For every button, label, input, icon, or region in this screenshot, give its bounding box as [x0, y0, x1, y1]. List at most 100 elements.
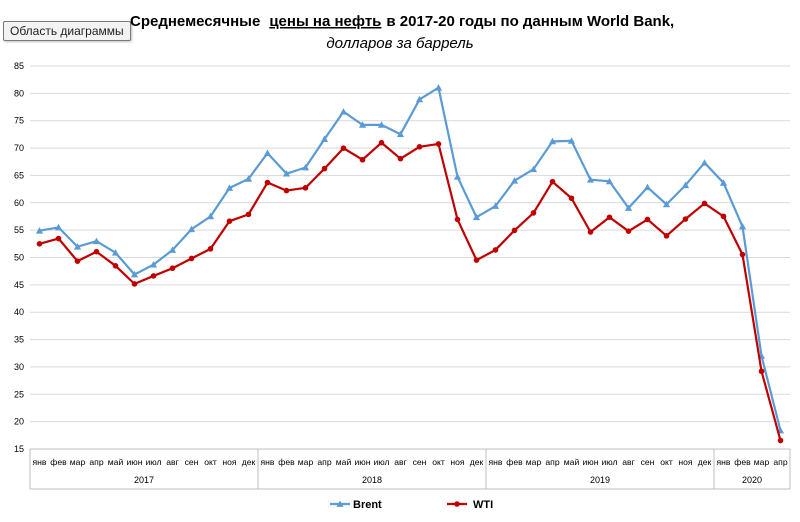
- x-tick-label: июл: [373, 457, 389, 467]
- data-point-brent: [301, 163, 310, 171]
- x-tick-label: мар: [70, 457, 86, 467]
- data-point-brent: [719, 179, 728, 186]
- data-point-wti: [625, 228, 632, 234]
- data-point-wti: [549, 178, 556, 185]
- data-point-brent: [187, 225, 196, 233]
- chart-area-label[interactable]: Область диаграммы: [3, 21, 131, 41]
- data-point-wti: [207, 246, 214, 252]
- data-point-wti: [359, 156, 366, 163]
- data-point-brent: [567, 137, 576, 144]
- data-point-brent: [244, 175, 253, 182]
- x-tick-label: дек: [242, 457, 256, 467]
- x-tick-label: апр: [317, 457, 331, 467]
- data-point-wti: [454, 216, 461, 223]
- data-point-wti: [511, 227, 518, 234]
- data-point-wti: [188, 255, 195, 262]
- data-point-brent: [168, 246, 177, 253]
- x-tick-label: сен: [185, 457, 199, 467]
- data-point-brent: [700, 159, 709, 166]
- y-tick-label: 75: [14, 116, 24, 126]
- data-point-wti: [169, 265, 176, 272]
- data-point-wti: [682, 216, 689, 222]
- x-tick-label: фев: [278, 457, 295, 467]
- x-tick-label: фев: [506, 457, 523, 467]
- data-point-wti: [701, 200, 708, 207]
- gridlines: [30, 65, 790, 450]
- y-tick-label: 85: [14, 61, 24, 71]
- data-point-wti: [150, 273, 157, 279]
- x-tick-label: авг: [622, 457, 634, 467]
- x-tick-label: июн: [127, 457, 143, 467]
- x-tick-label: авг: [394, 457, 406, 467]
- chart-title-part3: в 2017-20 годы по данным World Bank,: [386, 13, 674, 30]
- x-tick-label: дек: [470, 457, 484, 467]
- chart-title: Среднемесячные цены на нефть в 2017-20 год…: [130, 13, 674, 30]
- y-tick-label: 30: [14, 362, 24, 372]
- x-tick-label: сен: [641, 457, 655, 467]
- legend-label-wti: WTI: [473, 499, 493, 511]
- data-point-brent: [643, 183, 652, 191]
- data-point-brent: [624, 204, 633, 211]
- year-label: 2019: [590, 475, 610, 485]
- data-point-brent: [548, 137, 557, 145]
- x-tick-label: май: [336, 457, 352, 467]
- y-tick-label: 25: [14, 389, 24, 399]
- y-tick-label: 80: [14, 88, 24, 98]
- y-tick-label: 70: [14, 143, 24, 153]
- data-point-wti: [302, 185, 309, 191]
- data-point-wti: [758, 368, 765, 375]
- x-tick-label: ноя: [450, 457, 465, 467]
- data-point-wti: [112, 263, 119, 269]
- y-tick-label: 35: [14, 335, 24, 345]
- x-tick-label: сен: [413, 457, 427, 467]
- x-tick-label: янв: [489, 457, 503, 467]
- y-tick-label: 40: [14, 307, 24, 317]
- y-tick-label: 65: [14, 170, 24, 180]
- legend-marker-wti: [454, 501, 460, 507]
- data-point-wti: [321, 165, 328, 172]
- data-point-wti: [55, 235, 62, 242]
- legend-label-brent: Brent: [353, 499, 382, 511]
- x-tick-label: фев: [50, 457, 67, 467]
- x-tick-label: ноя: [678, 457, 693, 467]
- x-tick-label: июн: [583, 457, 599, 467]
- data-point-wti: [245, 211, 252, 218]
- x-tick-label: апр: [89, 457, 103, 467]
- data-point-brent: [282, 170, 291, 177]
- x-tick-label: янв: [33, 457, 47, 467]
- y-tick-label: 15: [14, 444, 24, 454]
- data-point-wti: [435, 141, 442, 147]
- data-point-brent: [35, 227, 44, 234]
- y-tick-label: 45: [14, 280, 24, 290]
- data-point-brent: [73, 243, 82, 250]
- data-point-wti: [473, 257, 480, 263]
- data-point-wti: [644, 216, 651, 223]
- y-tick-label: 60: [14, 198, 24, 208]
- data-point-brent: [54, 223, 63, 231]
- data-point-wti: [283, 187, 290, 194]
- series-line-wti: [39, 141, 782, 441]
- data-point-wti: [606, 214, 613, 221]
- x-tick-label: июн: [355, 457, 371, 467]
- x-tick-label: фев: [734, 457, 751, 467]
- x-tick-label: ноя: [222, 457, 237, 467]
- data-point-brent: [510, 177, 519, 184]
- x-tick-label: окт: [660, 457, 673, 467]
- data-point-brent: [586, 176, 595, 183]
- data-point-brent: [92, 237, 101, 245]
- chart-title-part1: Среднемесячные: [130, 13, 260, 30]
- year-label: 2017: [134, 475, 154, 485]
- data-point-brent: [130, 270, 139, 278]
- x-tick-label: мар: [526, 457, 542, 467]
- data-point-brent: [681, 181, 690, 189]
- data-point-brent: [605, 177, 614, 185]
- data-point-brent: [453, 173, 462, 180]
- data-point-wti: [663, 233, 670, 239]
- data-point-wti: [739, 251, 746, 258]
- x-tick-label: дек: [698, 457, 712, 467]
- data-point-wti: [530, 210, 537, 216]
- x-tick-label: янв: [261, 457, 275, 467]
- data-point-wti: [226, 218, 233, 224]
